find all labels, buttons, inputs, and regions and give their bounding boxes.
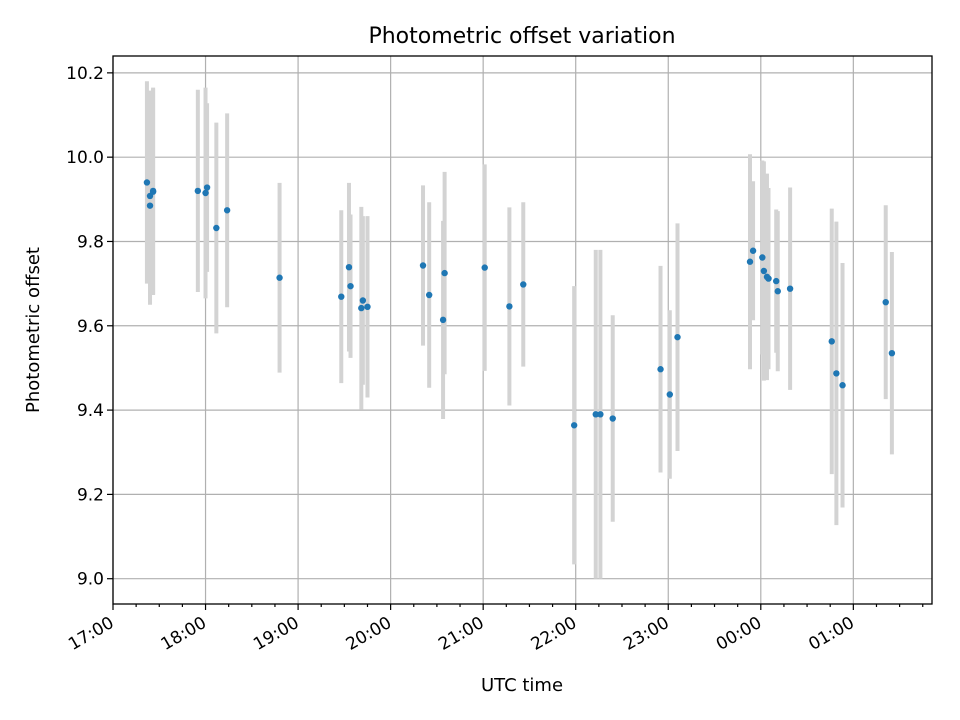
data-point [276,274,283,281]
data-point [592,411,599,418]
data-point [347,282,354,290]
data-point [202,189,209,197]
chart-title: Photometric offset variation [368,24,675,49]
data-point [597,411,604,418]
x-tick-label: 20:00 [343,613,395,655]
data-point [439,316,447,324]
data-point [441,269,448,277]
data-point [839,382,846,389]
data-point [786,285,794,292]
data-point [345,263,353,271]
data-point [833,370,840,377]
data-point [143,179,151,186]
y-tick-label: 9.0 [77,570,104,590]
y-axis-ticks: 9.0 9.2 9.4 9.6 9.8 10.0 10.2 [66,64,113,590]
x-axis-label: UTC time [481,675,563,696]
data-point [520,281,527,288]
data-point [146,202,154,209]
x-tick-label: 21:00 [435,613,487,655]
data-point [359,297,367,304]
y-tick-label: 10.2 [66,64,104,84]
data-point [481,264,488,271]
data-point [828,338,835,345]
x-tick-label: 23:00 [620,613,672,655]
x-tick-label: 17:00 [65,613,117,655]
data-point [759,254,766,261]
data-point [657,366,664,373]
data-point [364,303,371,311]
data-point [358,304,365,312]
data-point [506,303,513,310]
x-tick-label: 01:00 [805,613,857,655]
data-point [666,391,673,398]
y-axis-label: Photometric offset [23,247,44,413]
y-tick-label: 9.2 [77,485,104,505]
data-point [765,275,772,282]
y-tick-label: 9.6 [77,317,104,337]
data-point [760,267,768,275]
data-point [149,188,157,195]
data-point [338,293,345,300]
x-tick-label: 19:00 [250,613,302,655]
y-tick-label: 10.0 [66,148,104,168]
data-point [194,187,202,195]
data-point [674,333,681,341]
data-point [609,415,616,422]
data-point [773,277,780,285]
data-point [746,258,754,265]
data-point [223,207,231,214]
data-point [213,224,220,232]
data-point [882,298,889,306]
data-point [203,184,211,191]
x-tick-label: 00:00 [713,613,765,655]
y-tick-label: 9.8 [77,232,104,252]
data-point [749,247,757,254]
x-tick-label: 18:00 [158,613,210,655]
data-point [425,291,433,299]
data-point [419,262,427,269]
x-axis-ticks: 17:00 18:00 19:00 20:00 21:00 22:00 23:00 00:00… [65,604,924,655]
data-point [774,288,781,295]
plot-frame [112,55,933,605]
data-points [143,179,896,429]
error-bars [144,81,894,579]
data-point [570,422,578,429]
y-tick-label: 9.4 [77,401,104,421]
data-point [888,349,896,357]
x-tick-label: 22:00 [528,613,580,655]
